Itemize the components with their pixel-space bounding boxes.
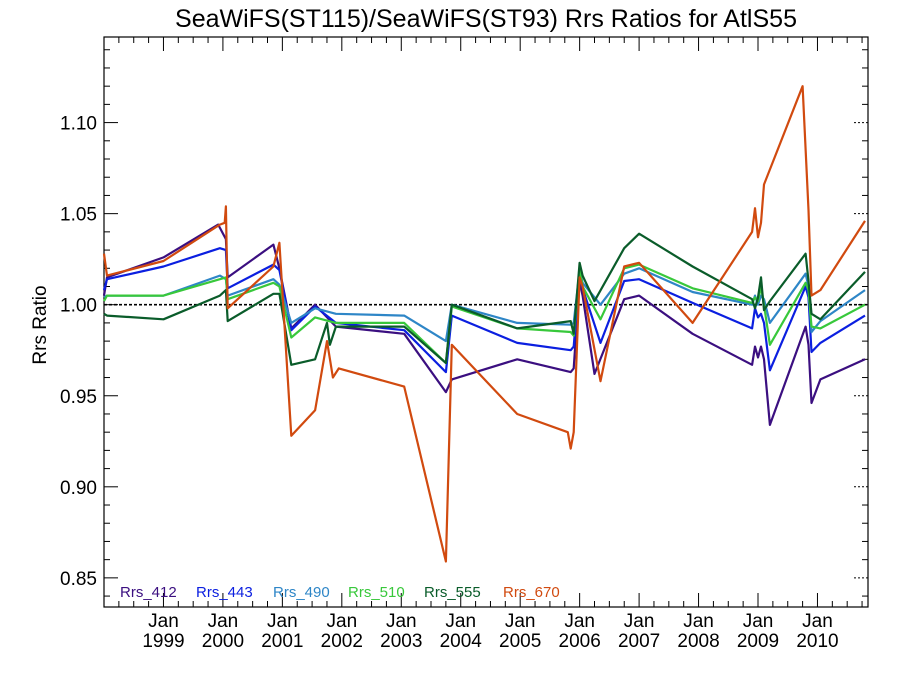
x-tick-label-month: Jan xyxy=(445,611,476,632)
y-tick-label: 0.85 xyxy=(60,569,97,590)
x-tick-label-year: 2000 xyxy=(202,631,244,652)
plot-area: 0.850.900.951.001.051.10Jan1999Jan2000Ja… xyxy=(60,36,869,652)
x-tick-label-month: Jan xyxy=(208,611,239,632)
x-tick-label-year: 2002 xyxy=(321,631,363,652)
x-tick-label-year: 1999 xyxy=(142,631,184,652)
series-line-rrs-555 xyxy=(103,232,866,366)
x-tick-label-month: Jan xyxy=(148,611,179,632)
x-tick-label-month: Jan xyxy=(564,611,595,632)
x-tick-label-month: Jan xyxy=(505,611,536,632)
legend: Rrs_412 Rrs_443 Rrs_490 Rrs_510 Rrs_555 Rrs_6… xyxy=(120,584,560,601)
y-axis-label: Rrs Ratio xyxy=(30,285,51,364)
x-tick-label-month: Jan xyxy=(267,611,298,632)
y-tick-label: 1.00 xyxy=(60,296,97,317)
legend-item-rrs-443: Rrs_443 xyxy=(196,584,253,601)
series-line-rrs-412 xyxy=(102,223,866,426)
legend-item-rrs-412: Rrs_412 xyxy=(120,584,177,601)
x-tick-label-month: Jan xyxy=(327,611,358,632)
legend-item-rrs-510: Rrs_510 xyxy=(348,584,405,601)
series-line-rrs-670 xyxy=(102,85,866,563)
x-tick-label-year: 2008 xyxy=(677,631,719,652)
chart-title: SeaWiFS(ST115)/SeaWiFS(ST93) Rrs Ratios … xyxy=(175,5,797,33)
y-tick-label: 0.95 xyxy=(60,387,97,408)
y-tick-label: 1.10 xyxy=(60,114,97,135)
x-tick-label-year: 2010 xyxy=(796,631,838,652)
y-tick-label: 1.05 xyxy=(60,205,97,226)
x-tick-label-year: 2009 xyxy=(737,631,779,652)
x-tick-label-month: Jan xyxy=(743,611,774,632)
x-tick-label-year: 2007 xyxy=(618,631,660,652)
x-tick-label-year: 2004 xyxy=(440,631,483,652)
x-tick-label-month: Jan xyxy=(802,611,833,632)
x-tick-label-year: 2003 xyxy=(380,631,422,652)
legend-item-rrs-555: Rrs_555 xyxy=(424,584,481,601)
series-line-rrs-443 xyxy=(102,247,866,374)
x-tick-label-year: 2006 xyxy=(559,631,601,652)
x-tick-label-month: Jan xyxy=(683,611,714,632)
x-tick-label-year: 2005 xyxy=(499,631,541,652)
plot-frame xyxy=(103,36,869,608)
legend-item-rrs-490: Rrs_490 xyxy=(273,584,330,601)
legend-item-rrs-670: Rrs_670 xyxy=(503,584,560,601)
x-tick-label-month: Jan xyxy=(386,611,417,632)
y-tick-label: 0.90 xyxy=(60,478,97,499)
x-tick-label-year: 2001 xyxy=(261,631,303,652)
x-tick-label-month: Jan xyxy=(624,611,655,632)
